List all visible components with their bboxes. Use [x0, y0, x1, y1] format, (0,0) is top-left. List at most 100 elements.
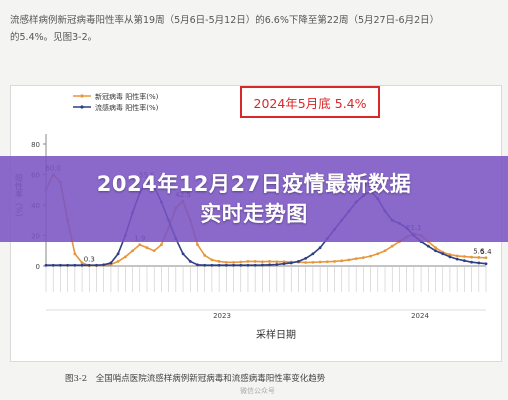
data-point-0 [282, 260, 286, 264]
legend-label-1: 流感病毒 阳性率(%) [95, 103, 159, 112]
data-point-1 [484, 262, 488, 266]
banner-title: 2024年12月27日疫情最新数据 [96, 172, 412, 196]
legend-marker-0 [80, 94, 84, 98]
data-point-1 [188, 260, 192, 263]
data-label: 5.6 [473, 247, 485, 255]
year-label: 2024 [411, 312, 429, 320]
data-point-0 [253, 260, 257, 263]
data-point-0 [470, 255, 473, 259]
data-point-0 [477, 256, 481, 259]
data-point-1 [87, 263, 91, 267]
data-point-1 [66, 263, 70, 267]
data-point-1 [426, 244, 430, 248]
data-point-1 [196, 263, 199, 267]
data-point-0 [340, 259, 344, 263]
data-point-0 [145, 246, 149, 250]
year-label: 2023 [213, 312, 231, 320]
data-point-1 [253, 263, 257, 267]
data-point-0 [123, 255, 127, 259]
data-point-1 [304, 256, 308, 260]
data-point-0 [383, 249, 387, 253]
legend-label-0: 新冠病毒 阳性率(%) [95, 92, 159, 101]
data-point-1 [59, 263, 62, 267]
watermark: 微信公众号 [240, 387, 275, 395]
data-point-0 [260, 260, 264, 264]
banner-subtitle: 实时走势图 [200, 202, 308, 226]
data-point-0 [232, 260, 235, 264]
data-label: 5.4 [480, 248, 492, 256]
y-tick-label: 80 [31, 141, 40, 149]
data-point-1 [462, 259, 466, 263]
data-point-0 [217, 260, 221, 263]
data-point-1 [109, 261, 113, 265]
data-point-0 [354, 257, 358, 261]
data-point-1 [73, 263, 77, 267]
data-point-0 [246, 260, 250, 263]
data-point-0 [210, 258, 214, 262]
data-point-1 [102, 263, 106, 267]
document-line-2: 的5.4%。见图3-2。 [10, 32, 98, 43]
data-point-1 [275, 263, 279, 266]
data-point-0 [275, 260, 279, 264]
data-point-1 [318, 246, 322, 250]
data-point-0 [239, 260, 243, 264]
y-tick-label: 0 [36, 263, 40, 271]
data-point-0 [455, 254, 459, 258]
data-label: 0.3 [84, 256, 95, 264]
data-point-1 [232, 263, 235, 267]
callout-box: 2024年5月底 5.4% [240, 86, 380, 118]
data-point-0 [152, 249, 156, 253]
data-point-0 [390, 244, 394, 248]
data-point-1 [477, 261, 481, 265]
data-point-1 [282, 262, 286, 266]
data-point-1 [210, 263, 214, 267]
legend-marker-1 [80, 105, 84, 109]
data-point-1 [289, 261, 293, 265]
data-point-1 [470, 260, 473, 264]
data-point-0 [347, 258, 351, 262]
data-point-0 [304, 261, 308, 264]
data-point-0 [434, 246, 437, 250]
data-point-1 [44, 263, 48, 267]
data-point-1 [239, 263, 243, 267]
data-point-0 [138, 243, 142, 247]
title-banner: 2024年12月27日疫情最新数据 实时走势图 [0, 156, 508, 242]
data-point-1 [51, 263, 55, 267]
document-line-1: 流感样病例新冠病毒阳性率从第19周（5月6日-5月12日）的6.6%下降至第22… [10, 15, 440, 26]
data-point-0 [369, 254, 372, 258]
data-point-1 [181, 252, 185, 256]
data-point-0 [333, 260, 336, 263]
data-point-0 [268, 260, 272, 263]
data-point-1 [116, 252, 120, 256]
data-point-1 [434, 249, 437, 253]
data-point-1 [448, 255, 452, 259]
data-point-0 [318, 260, 322, 264]
data-point-1 [95, 263, 98, 267]
data-point-0 [73, 252, 77, 256]
data-point-0 [196, 243, 199, 247]
data-point-0 [448, 253, 452, 256]
data-point-1 [260, 263, 264, 267]
data-point-1 [441, 252, 445, 256]
document-text: 流感样病例新冠病毒阳性率从第19周（5月6日-5月12日）的6.6%下降至第22… [10, 12, 500, 46]
data-point-0 [361, 256, 365, 260]
data-point-1 [246, 263, 250, 267]
data-point-1 [268, 263, 272, 267]
data-point-0 [203, 253, 207, 257]
data-point-0 [80, 261, 84, 265]
data-point-1 [311, 252, 315, 256]
data-point-0 [311, 260, 315, 264]
data-point-1 [217, 263, 221, 267]
data-point-0 [462, 255, 466, 258]
data-point-0 [160, 243, 163, 247]
data-point-1 [455, 257, 459, 261]
x-axis-label: 采样日期 [256, 328, 296, 341]
data-point-0 [325, 260, 329, 264]
data-point-0 [376, 252, 380, 256]
data-point-0 [131, 249, 134, 253]
data-point-0 [224, 260, 228, 264]
data-point-1 [297, 260, 300, 263]
data-point-1 [203, 263, 207, 267]
figure-caption: 图3-2 全国哨点医院流感样病例新冠病毒和流感病毒阳性率变化趋势 [65, 374, 326, 384]
data-point-0 [484, 256, 488, 260]
